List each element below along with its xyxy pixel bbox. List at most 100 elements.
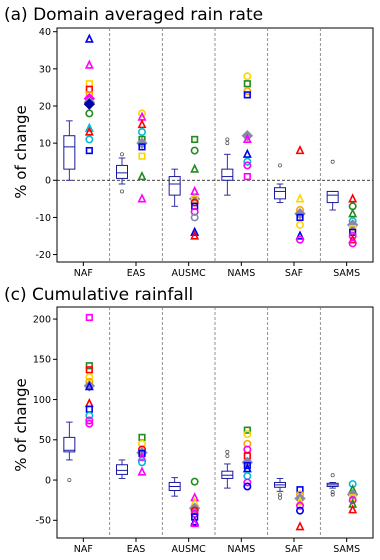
data-point <box>296 486 304 494</box>
data-point <box>84 122 94 132</box>
data-point <box>85 416 94 425</box>
data-point <box>243 157 252 166</box>
data-point <box>84 33 94 43</box>
x-tick-label-ausmc: AUSMC <box>172 544 207 555</box>
data-point <box>243 482 252 491</box>
box-outlier <box>278 492 282 497</box>
data-point <box>348 496 357 505</box>
data-point <box>85 80 93 88</box>
data-point <box>85 109 94 118</box>
data-point <box>85 419 94 428</box>
panel-a-title: (a) Domain averaged rain rate <box>4 5 263 25</box>
x-tick-label-naf: NAF <box>74 268 93 279</box>
data-point <box>190 198 199 207</box>
y-tick-label: -20 <box>35 250 51 261</box>
data-point <box>243 430 252 439</box>
box-iqr <box>326 190 339 204</box>
data-point <box>190 226 200 236</box>
data-point <box>295 193 305 203</box>
data-point <box>296 213 304 222</box>
x-tick-label-saf: SAF <box>285 268 303 279</box>
data-point <box>348 504 358 514</box>
panel-c-title: (c) Cumulative rainfall <box>4 285 193 305</box>
data-point <box>190 477 199 486</box>
data-point <box>138 458 147 467</box>
y-tick-label: 150 <box>33 355 51 366</box>
data-point <box>295 230 305 240</box>
x-tick-label-sams: SAMS <box>333 268 360 279</box>
box-iqr <box>168 176 181 196</box>
y-tick-label: 0 <box>45 475 51 486</box>
y-tick-label: -50 <box>35 516 51 527</box>
data-point <box>243 478 252 487</box>
box-iqr <box>116 464 128 475</box>
data-point <box>295 496 305 506</box>
y-tick-label: 100 <box>33 395 51 406</box>
x-tick-label-eas: EAS <box>127 544 146 555</box>
data-point <box>191 135 199 144</box>
data-point <box>243 426 251 434</box>
data-point <box>137 193 147 203</box>
box-outlier <box>225 141 230 146</box>
box-outlier <box>120 189 124 194</box>
data-point <box>295 521 305 531</box>
box-outlier <box>225 449 230 454</box>
data-point <box>243 80 251 88</box>
data-point <box>295 235 304 244</box>
panel-c-ylabel: % of change <box>12 378 30 471</box>
data-point <box>348 193 358 203</box>
x-tick-label-nams: NAMS <box>227 268 255 279</box>
data-point <box>242 463 252 473</box>
box-iqr <box>63 436 76 453</box>
data-point <box>348 234 358 244</box>
y-tick-label: 200 <box>33 314 51 325</box>
data-point <box>243 461 251 470</box>
data-point <box>85 313 93 322</box>
box-outlier <box>225 453 230 458</box>
box-outlier <box>330 492 335 497</box>
data-point <box>138 128 147 137</box>
panel-a: (a) Domain averaged rain rate % of chang… <box>4 5 374 279</box>
data-point <box>138 152 146 160</box>
data-point <box>85 146 93 155</box>
data-point <box>137 451 147 462</box>
data-point <box>138 433 146 441</box>
data-point <box>348 208 358 218</box>
y-tick-label: 30 <box>39 64 51 75</box>
data-point <box>138 449 146 458</box>
data-point <box>137 118 147 129</box>
data-point <box>243 161 252 170</box>
data-point <box>85 366 93 374</box>
data-point <box>243 87 252 96</box>
x-tick-label-sams: SAMS <box>333 544 360 555</box>
data-point <box>243 172 251 181</box>
data-point <box>295 506 304 515</box>
x-tick-label-saf: SAF <box>285 544 303 555</box>
data-point <box>85 135 94 144</box>
x-tick-label-ausmc: AUSMC <box>172 268 207 279</box>
box-outlier <box>330 473 335 478</box>
data-point <box>85 85 93 93</box>
y-tick-label: 40 <box>39 27 51 38</box>
box-outlier <box>330 159 335 164</box>
data-point <box>190 213 199 222</box>
box-outlier <box>278 495 282 500</box>
panel-c: (c) Cumulative rainfall % of change -50 0… <box>4 285 374 555</box>
box-outlier <box>330 490 335 495</box>
data-point <box>85 405 93 413</box>
box-iqr <box>221 168 234 181</box>
data-point <box>191 195 199 203</box>
y-tick-label: 50 <box>39 435 51 446</box>
box-iqr <box>63 135 76 170</box>
data-point <box>138 109 147 118</box>
data-point <box>84 397 94 408</box>
x-tick-label-eas: EAS <box>127 268 146 279</box>
box-outlier <box>120 152 124 157</box>
data-point <box>243 472 252 481</box>
y-tick-label: -10 <box>35 213 51 224</box>
box-iqr <box>116 164 128 179</box>
box-outlier <box>67 478 72 482</box>
data-point <box>85 362 93 370</box>
data-point <box>137 170 147 181</box>
